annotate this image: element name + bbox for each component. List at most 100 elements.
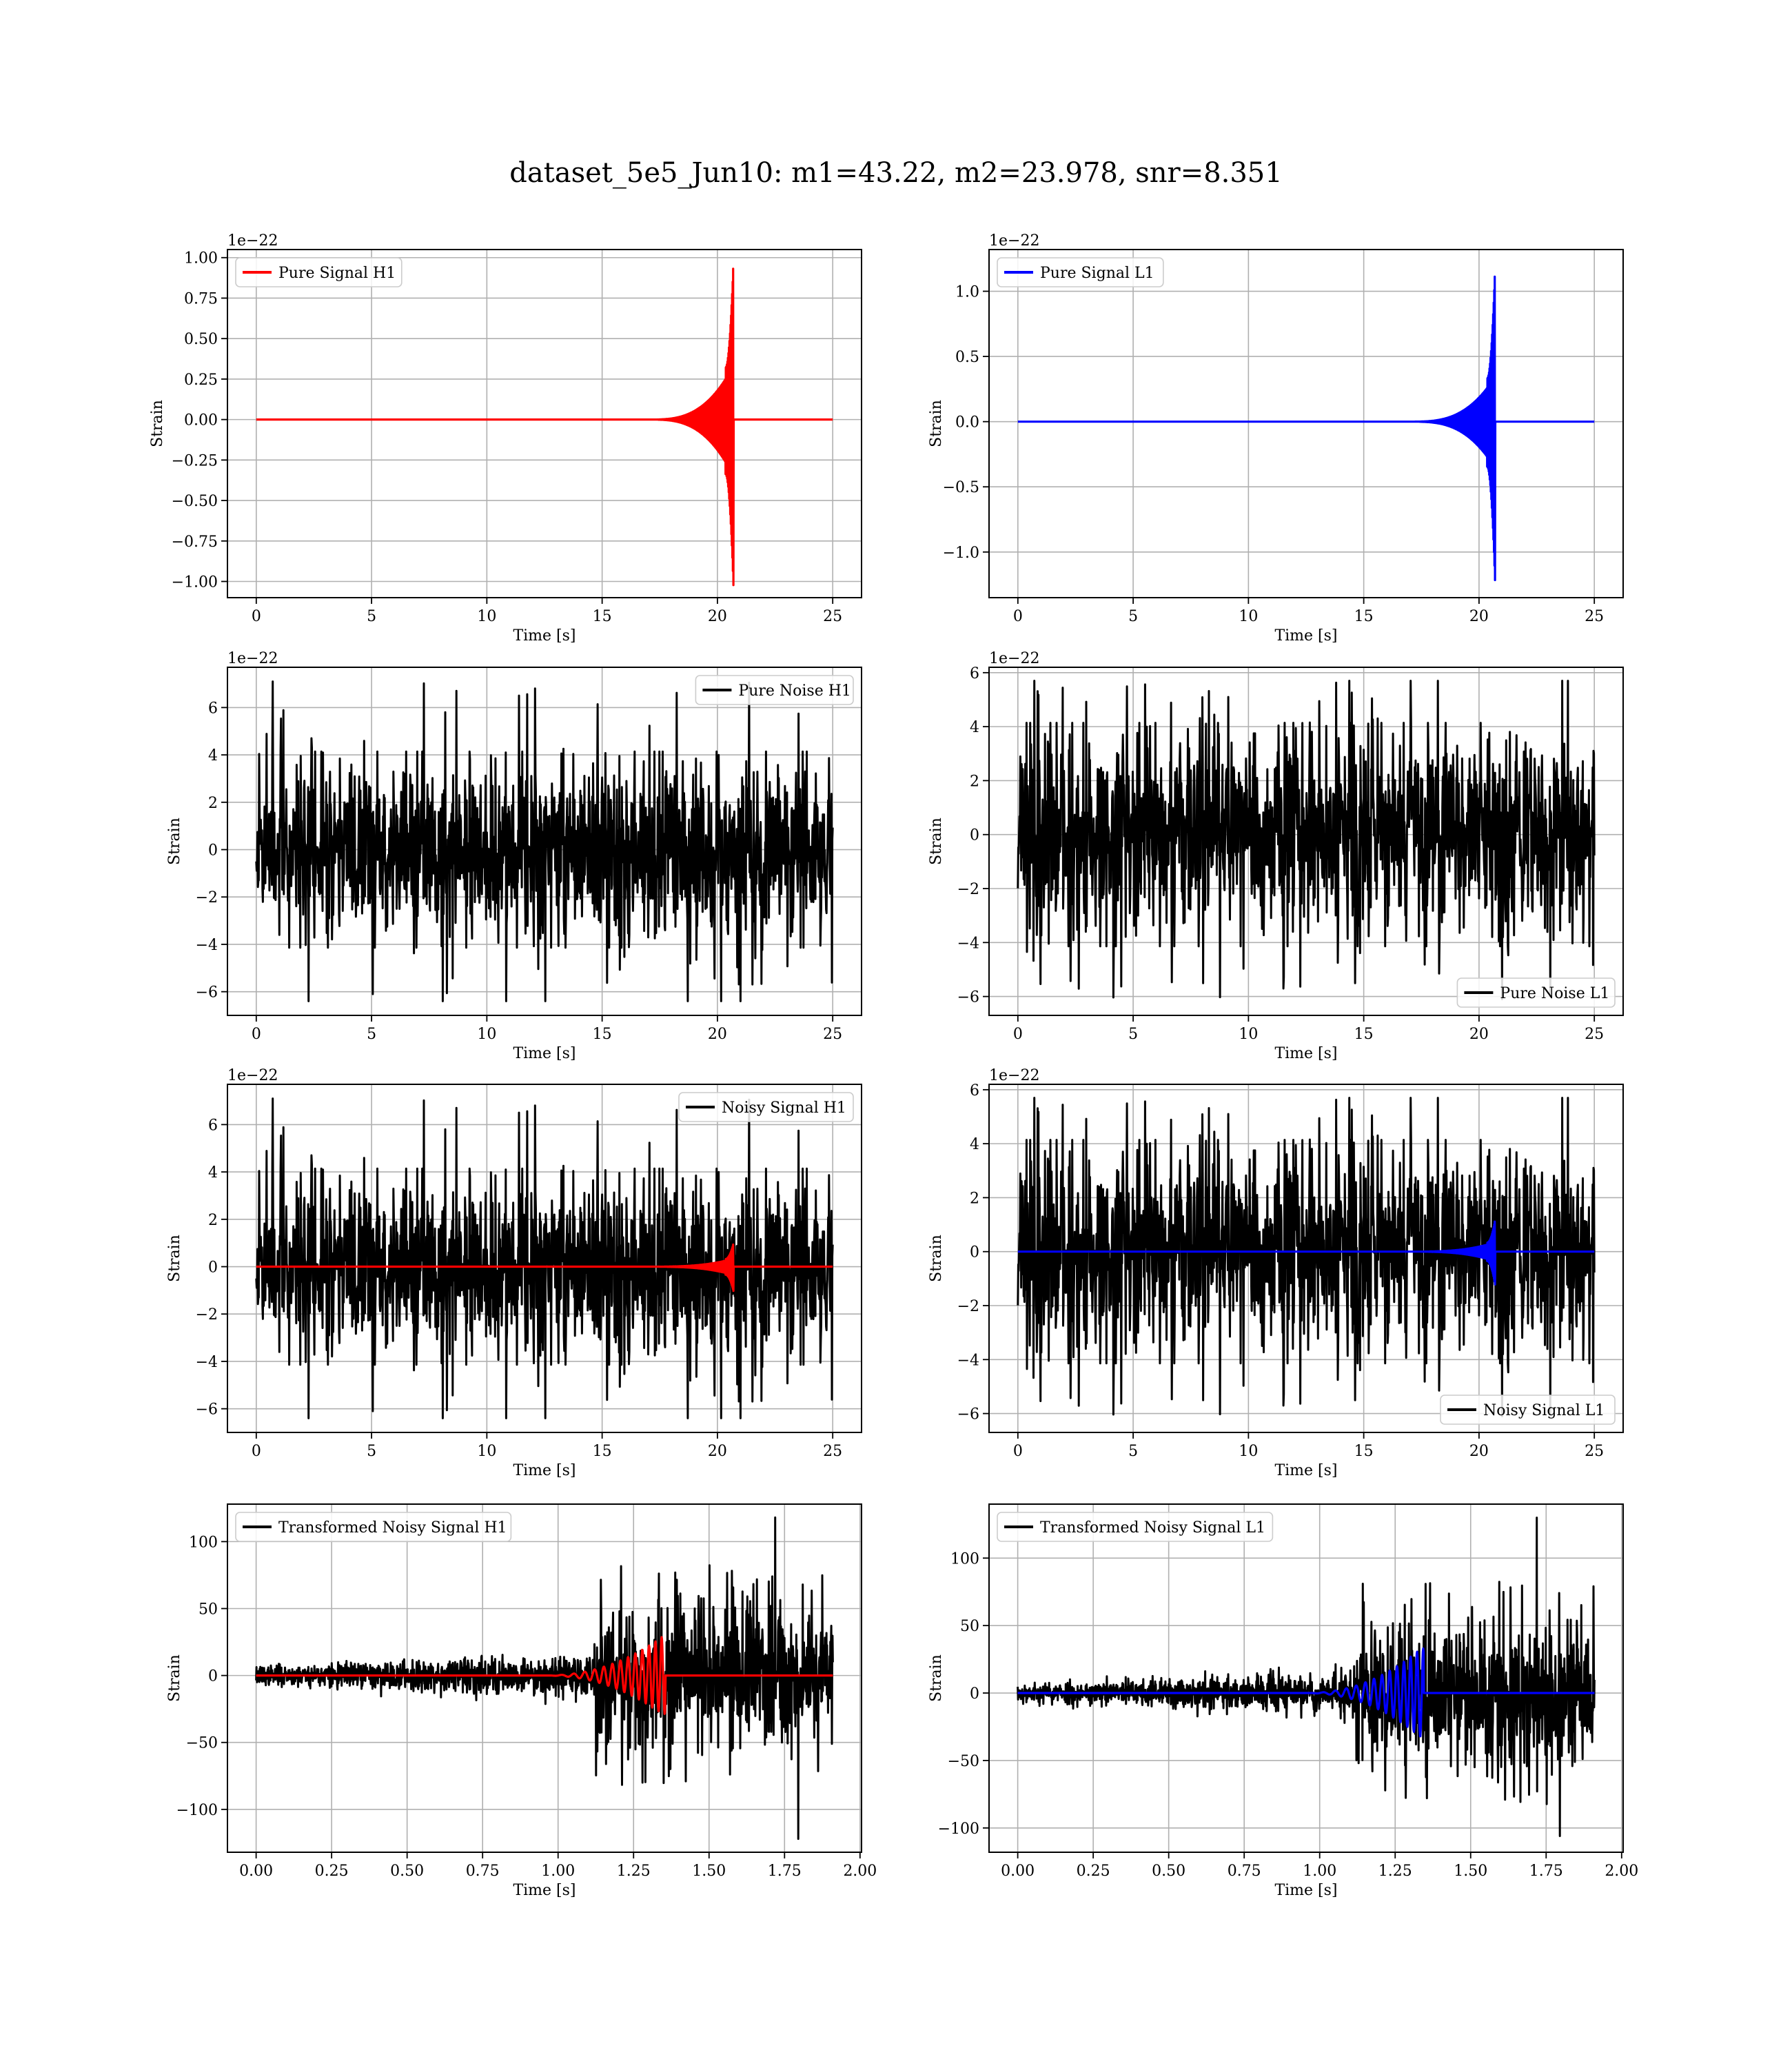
series-line-0 bbox=[255, 1516, 834, 1841]
x-tick-label: 0 bbox=[252, 1443, 261, 1460]
x-tick-label: 15 bbox=[1354, 1443, 1374, 1460]
x-tick-label: 1.50 bbox=[1454, 1863, 1487, 1880]
axes-frame bbox=[227, 1084, 862, 1433]
y-tick-label: −0.75 bbox=[172, 534, 218, 551]
axes-frame bbox=[988, 1084, 1624, 1433]
x-tick-label: 2.00 bbox=[1605, 1863, 1638, 1880]
legend-box bbox=[997, 257, 1164, 287]
y-tick-label: −0.5 bbox=[943, 479, 979, 496]
y-tick-label: −2 bbox=[196, 889, 218, 906]
x-tick-label: 0 bbox=[1013, 1443, 1023, 1460]
y-tick-label: 0.0 bbox=[955, 414, 979, 432]
x-tick-label: 5 bbox=[1128, 608, 1138, 625]
x-tick-label: 25 bbox=[823, 1026, 842, 1043]
y-tick-label: −4 bbox=[957, 1352, 979, 1369]
legend-label: Noisy Signal L1 bbox=[1483, 1402, 1605, 1419]
x-tick-label: 5 bbox=[367, 1443, 376, 1460]
legend: Transformed Noisy Signal H1 bbox=[235, 1512, 512, 1542]
legend-box bbox=[1456, 977, 1616, 1008]
y-offset-text: 1e−22 bbox=[227, 232, 278, 250]
y-tick-label: 4 bbox=[970, 719, 979, 736]
legend-label: Pure Signal H1 bbox=[278, 265, 396, 282]
x-tick-label: 0.25 bbox=[1077, 1863, 1110, 1880]
legend-label: Transformed Noisy Signal H1 bbox=[278, 1519, 507, 1537]
x-axis-label: Time [s] bbox=[1274, 1045, 1337, 1062]
y-tick-label: −100 bbox=[176, 1802, 218, 1819]
chart-pure-noise-l1: 0 5 10 15 20 25 −6 −4 −2 0 2 4 6 Time [s] Strain 1e−22 P… bbox=[928, 650, 1624, 1062]
series-line-1 bbox=[255, 1636, 834, 1715]
series-line-0 bbox=[1017, 1097, 1596, 1417]
x-tick-label: 1.25 bbox=[617, 1863, 651, 1880]
x-tick-label: 1.50 bbox=[692, 1863, 726, 1880]
x-tick-label: 1.00 bbox=[541, 1863, 575, 1880]
y-tick-label: 6 bbox=[208, 700, 218, 717]
y-tick-label: −4 bbox=[196, 937, 218, 954]
y-tick-label: 6 bbox=[970, 1082, 979, 1099]
x-axis-label: Time [s] bbox=[513, 1045, 576, 1062]
x-tick-label: 2.00 bbox=[843, 1863, 877, 1880]
y-tick-label: −6 bbox=[196, 984, 218, 1002]
legend: Noisy Signal H1 bbox=[678, 1092, 854, 1122]
x-tick-label: 1.00 bbox=[1303, 1863, 1336, 1880]
y-axis-label: Strain bbox=[166, 818, 183, 865]
x-tick-label: 20 bbox=[1469, 1026, 1489, 1043]
series-line-0 bbox=[1017, 1517, 1596, 1837]
series-line-0 bbox=[1017, 680, 1596, 1000]
y-tick-label: −50 bbox=[186, 1735, 218, 1752]
x-axis-label: Time [s] bbox=[1274, 1462, 1337, 1479]
x-tick-label: 0 bbox=[1013, 608, 1023, 625]
y-offset-text: 1e−22 bbox=[989, 1067, 1039, 1084]
y-tick-label: −4 bbox=[196, 1354, 218, 1371]
x-axis-label: Time [s] bbox=[1274, 627, 1337, 645]
y-tick-label: −6 bbox=[957, 989, 979, 1006]
x-tick-label: 1.75 bbox=[768, 1863, 802, 1880]
series-line-0 bbox=[1017, 275, 1596, 582]
x-tick-label: 5 bbox=[367, 1026, 376, 1043]
y-tick-label: 1.00 bbox=[184, 250, 218, 267]
y-axis-label: Strain bbox=[166, 1654, 183, 1702]
y-tick-label: 0 bbox=[970, 1685, 979, 1703]
x-tick-label: 20 bbox=[708, 1443, 727, 1460]
y-tick-label: 0.50 bbox=[184, 331, 218, 348]
y-axis-label: Strain bbox=[149, 400, 166, 447]
x-tick-label: 20 bbox=[1469, 1443, 1489, 1460]
axes-frame bbox=[227, 249, 862, 598]
y-tick-label: 6 bbox=[208, 1117, 218, 1134]
x-tick-label: 1.75 bbox=[1529, 1863, 1563, 1880]
legend-box bbox=[678, 1092, 854, 1122]
y-tick-label: −2 bbox=[196, 1306, 218, 1324]
legend: Pure Signal L1 bbox=[997, 257, 1164, 287]
y-tick-label: 4 bbox=[208, 747, 218, 764]
chart-noisy-signal-h1: 0 5 10 15 20 25 −6 −4 −2 0 2 4 6 Time [s] Strain 1e−22 N… bbox=[166, 1067, 862, 1479]
y-tick-label: 6 bbox=[970, 665, 979, 682]
x-tick-label: 0.50 bbox=[390, 1863, 424, 1880]
legend-label: Pure Noise L1 bbox=[1500, 985, 1609, 1002]
x-tick-label: 0.00 bbox=[239, 1863, 273, 1880]
x-tick-label: 25 bbox=[1585, 1026, 1604, 1043]
y-tick-label: 4 bbox=[208, 1164, 218, 1182]
y-offset-text: 1e−22 bbox=[227, 650, 278, 667]
y-tick-label: 100 bbox=[950, 1550, 979, 1568]
y-tick-label: −2 bbox=[957, 881, 979, 898]
y-tick-label: 50 bbox=[960, 1618, 979, 1635]
chart-noisy-signal-l1: 0 5 10 15 20 25 −6 −4 −2 0 2 4 6 Time [s] Strain 1e−22 N… bbox=[928, 1067, 1624, 1479]
axes-frame bbox=[988, 1503, 1624, 1853]
y-axis-label: Strain bbox=[166, 1235, 183, 1282]
chart-transformed-noisy-signal-h1: 0.00 0.25 0.50 0.75 1.00 1.25 1.50 1.75 2.00 −100… bbox=[166, 1503, 877, 1899]
x-tick-label: 15 bbox=[1354, 1026, 1374, 1043]
chart-pure-signal-h1: 0 5 10 15 20 25 −1.00 −0.75 −0.50 −0.25 0.00 0.25 0.… bbox=[149, 232, 862, 645]
axes-frame bbox=[988, 667, 1624, 1016]
y-tick-label: −1.00 bbox=[172, 574, 218, 591]
series-line-1 bbox=[1017, 1220, 1596, 1286]
x-tick-label: 5 bbox=[367, 608, 376, 625]
series-line-1 bbox=[1017, 1647, 1596, 1738]
x-tick-label: 10 bbox=[1239, 1026, 1258, 1043]
x-tick-label: 0 bbox=[252, 608, 261, 625]
x-tick-label: 15 bbox=[593, 1443, 612, 1460]
legend: Noisy Signal L1 bbox=[1440, 1395, 1616, 1425]
y-tick-label: −1.0 bbox=[943, 545, 979, 562]
legend: Transformed Noisy Signal L1 bbox=[997, 1512, 1274, 1542]
legend-box bbox=[997, 1512, 1274, 1542]
y-tick-label: 0 bbox=[208, 1259, 218, 1277]
series-line-0 bbox=[255, 267, 834, 587]
